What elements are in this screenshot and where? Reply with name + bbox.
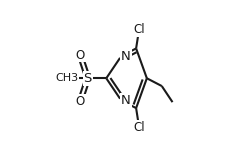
Text: O: O (75, 95, 84, 108)
Text: S: S (83, 72, 92, 85)
Text: O: O (75, 49, 84, 62)
Text: Cl: Cl (133, 23, 144, 36)
Text: CH3: CH3 (55, 73, 78, 83)
Text: N: N (121, 50, 130, 63)
Text: N: N (121, 94, 130, 107)
Text: Cl: Cl (133, 121, 144, 134)
